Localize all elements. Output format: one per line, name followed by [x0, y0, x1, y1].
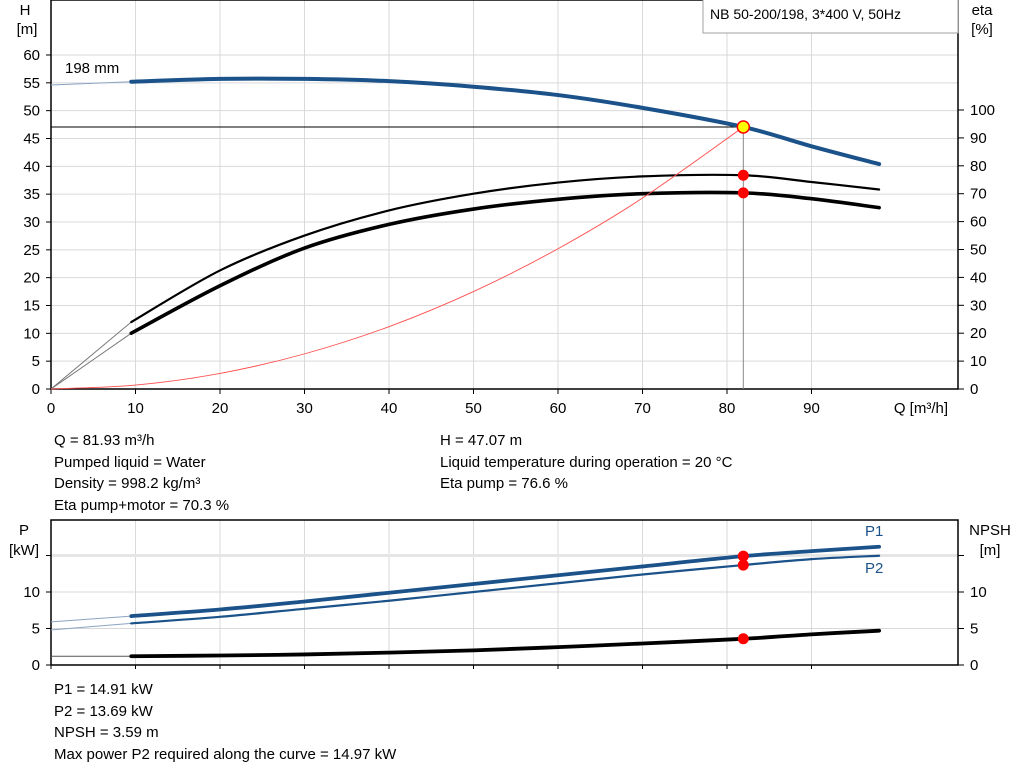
- p-tick-label: 0: [32, 657, 40, 674]
- npsh-duty-point: [737, 633, 749, 645]
- eta-axis-name: eta: [972, 2, 994, 19]
- x-tick-label: 0: [47, 400, 55, 417]
- head-curve-line: [129, 76, 882, 167]
- eta-pump-motor-duty-point: [737, 187, 749, 199]
- info-p2: P2 = 13.69 kW: [54, 702, 153, 720]
- eta-tick-label: 70: [970, 186, 987, 203]
- duty-info-right: H = 47.07 m Liquid temperature during op…: [440, 430, 732, 495]
- eta-tick-label: 20: [970, 325, 987, 342]
- info-eta-pump: Eta pump = 76.6 %: [440, 475, 568, 492]
- h-tick-label: 50: [23, 103, 40, 120]
- h-tick-label: 40: [23, 158, 40, 175]
- p1-duty-point: [737, 550, 749, 562]
- x-tick-label: 70: [634, 400, 651, 417]
- eta-tick-label: 60: [970, 214, 987, 231]
- npsh-curve-line: [129, 628, 881, 659]
- eta-tick-label: 80: [970, 158, 987, 175]
- eta-pump-duty-point: [737, 169, 749, 181]
- eta-axis-unit: [%]: [971, 21, 993, 38]
- h-axis-unit: [m]: [17, 21, 38, 38]
- h-tick-label: 25: [23, 242, 40, 259]
- x-tick-label: 80: [719, 400, 736, 417]
- x-tick-label: 60: [550, 400, 567, 417]
- eta-tick-label: 10: [970, 353, 987, 370]
- duty-info-left: Q = 81.93 m³/h Pumped liquid = Water Den…: [54, 430, 229, 516]
- h-tick-label: 55: [23, 75, 40, 92]
- q-axis-label: Q [m³/h]: [894, 400, 948, 417]
- npsh-tick-label: 0: [970, 657, 978, 674]
- h-tick-label: 35: [23, 186, 40, 203]
- p-tick-label: 10: [23, 584, 40, 601]
- info-density: Density = 998.2 kg/m³: [54, 475, 201, 492]
- eta-tick-label: 40: [970, 269, 987, 286]
- eta-tick-label: 90: [970, 130, 987, 147]
- x-tick-label: 30: [296, 400, 313, 417]
- h-axis-name: H: [20, 2, 31, 19]
- info-p1: P1 = 14.91 kW: [54, 681, 153, 698]
- npsh-axis-name: NPSH: [969, 522, 1011, 539]
- eta-tick-label: 0: [970, 381, 978, 398]
- eta-pump-curve-line: [130, 173, 881, 324]
- eta-tick-label: 50: [970, 242, 987, 259]
- p-axis-unit: [kW]: [9, 542, 39, 559]
- x-tick-label: 20: [212, 400, 229, 417]
- x-tick-label: 90: [803, 400, 820, 417]
- p2-series-label: P2: [865, 560, 883, 577]
- eta-tick-label: 30: [970, 297, 987, 314]
- h-tick-label: 30: [23, 214, 40, 231]
- p-tick-label: 5: [32, 621, 40, 638]
- info-max-p2: Max power P2 required along the curve = …: [54, 745, 397, 763]
- x-tick-label: 50: [465, 400, 482, 417]
- h-tick-label: 60: [23, 47, 40, 64]
- head-efficiency-chart: 0 10 20 30 40 50 60 70 80 90 0 5 10 15 20 25 30 35 40 45 50 5…: [23, 0, 995, 417]
- system-curve: [50, 126, 744, 390]
- legend-box: [702, 0, 959, 34]
- p2-curve-extension: [50, 622, 132, 631]
- h-tick-label: 10: [23, 325, 40, 342]
- eta-pump-motor-curve-line: [129, 190, 881, 335]
- info-flow: Q = 81.93 m³/h: [54, 432, 155, 449]
- eta-tick-label: 100: [970, 102, 995, 119]
- power-npsh-chart: 0 5 10 0 5 10: [23, 519, 987, 674]
- p1-curve-line: [129, 544, 881, 618]
- p1-series-label: P1: [865, 523, 883, 540]
- eta-pump-curve-extension: [50, 321, 132, 390]
- p2-curve-line: [130, 554, 881, 625]
- x-tick-label: 40: [381, 400, 398, 417]
- power-info: P1 = 14.91 kW P2 = 13.69 kW NPSH = 3.59 …: [54, 679, 396, 765]
- info-npsh: NPSH = 3.59 m: [54, 724, 159, 741]
- h-tick-label: 45: [23, 130, 40, 147]
- h-tick-label: 15: [23, 297, 40, 314]
- npsh-axis-unit: [m]: [980, 542, 1001, 559]
- duty-point: [736, 120, 751, 134]
- x-tick-label: 10: [127, 400, 144, 417]
- p1-curve-extension: [50, 615, 132, 623]
- info-eta-pump-motor: Eta pump+motor = 70.3 %: [54, 496, 230, 514]
- eta-pump-motor-curve-extension: [50, 332, 132, 390]
- npsh-tick-label: 10: [970, 584, 987, 601]
- impeller-label: 198 mm: [65, 60, 119, 77]
- info-temperature: Liquid temperature during operation = 20…: [440, 453, 733, 471]
- h-tick-label: 20: [23, 270, 40, 287]
- p-axis-name: P: [19, 522, 29, 539]
- h-tick-label: 5: [32, 353, 40, 370]
- p2-duty-point: [737, 559, 749, 571]
- npsh-tick-label: 5: [970, 621, 978, 638]
- info-head: H = 47.07 m: [440, 432, 523, 449]
- info-liquid: Pumped liquid = Water: [54, 453, 206, 471]
- legend-text: NB 50-200/198, 3*400 V, 50Hz: [710, 6, 901, 22]
- h-tick-label: 0: [32, 381, 40, 398]
- head-curve-extension: [50, 81, 132, 86]
